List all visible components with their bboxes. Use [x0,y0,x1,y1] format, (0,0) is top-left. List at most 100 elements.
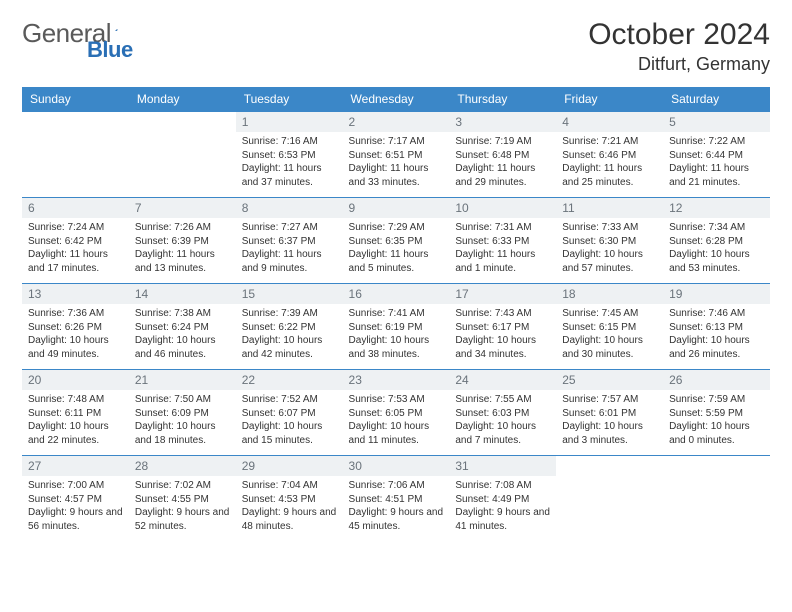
sunrise-text: Sunrise: 7:55 AM [455,393,550,407]
sunset-text: Sunset: 6:03 PM [455,407,550,421]
day-cell: 31Sunrise: 7:08 AMSunset: 4:49 PMDayligh… [449,456,556,542]
day-content: Sunrise: 7:04 AMSunset: 4:53 PMDaylight:… [236,476,343,541]
sunset-text: Sunset: 6:53 PM [242,149,337,163]
day-content: Sunrise: 7:17 AMSunset: 6:51 PMDaylight:… [343,132,450,197]
month-title: October 2024 [588,18,770,52]
day-cell: 26Sunrise: 7:59 AMSunset: 5:59 PMDayligh… [663,370,770,456]
day-content: Sunrise: 7:43 AMSunset: 6:17 PMDaylight:… [449,304,556,369]
calendar-table: SundayMondayTuesdayWednesdayThursdayFrid… [22,87,770,541]
day-number: 17 [449,284,556,304]
day-number: 11 [556,198,663,218]
sunrise-text: Sunrise: 7:38 AM [135,307,230,321]
sunrise-text: Sunrise: 7:02 AM [135,479,230,493]
day-content: Sunrise: 7:33 AMSunset: 6:30 PMDaylight:… [556,218,663,283]
day-content: Sunrise: 7:52 AMSunset: 6:07 PMDaylight:… [236,390,343,455]
day-number: 25 [556,370,663,390]
day-header-wednesday: Wednesday [343,87,450,112]
location: Ditfurt, Germany [588,54,770,75]
day-number: 3 [449,112,556,132]
day-content: Sunrise: 7:53 AMSunset: 6:05 PMDaylight:… [343,390,450,455]
sunset-text: Sunset: 6:33 PM [455,235,550,249]
day-number: 21 [129,370,236,390]
sunrise-text: Sunrise: 7:57 AM [562,393,657,407]
day-content: Sunrise: 7:24 AMSunset: 6:42 PMDaylight:… [22,218,129,283]
day-content: Sunrise: 7:34 AMSunset: 6:28 PMDaylight:… [663,218,770,283]
empty-cell [663,456,770,542]
sunset-text: Sunset: 4:57 PM [28,493,123,507]
sunset-text: Sunset: 6:05 PM [349,407,444,421]
sunrise-text: Sunrise: 7:33 AM [562,221,657,235]
day-cell: 28Sunrise: 7:02 AMSunset: 4:55 PMDayligh… [129,456,236,542]
day-number: 18 [556,284,663,304]
day-number: 15 [236,284,343,304]
sunrise-text: Sunrise: 7:04 AM [242,479,337,493]
day-content: Sunrise: 7:41 AMSunset: 6:19 PMDaylight:… [343,304,450,369]
sunset-text: Sunset: 6:07 PM [242,407,337,421]
sunset-text: Sunset: 6:35 PM [349,235,444,249]
week-row: 1Sunrise: 7:16 AMSunset: 6:53 PMDaylight… [22,112,770,198]
day-header-tuesday: Tuesday [236,87,343,112]
sunset-text: Sunset: 6:44 PM [669,149,764,163]
week-row: 6Sunrise: 7:24 AMSunset: 6:42 PMDaylight… [22,198,770,284]
daylight-text: Daylight: 10 hours and 3 minutes. [562,420,657,447]
day-cell: 7Sunrise: 7:26 AMSunset: 6:39 PMDaylight… [129,198,236,284]
day-content: Sunrise: 7:48 AMSunset: 6:11 PMDaylight:… [22,390,129,455]
day-content: Sunrise: 7:36 AMSunset: 6:26 PMDaylight:… [22,304,129,369]
day-number: 19 [663,284,770,304]
day-cell: 11Sunrise: 7:33 AMSunset: 6:30 PMDayligh… [556,198,663,284]
day-number: 7 [129,198,236,218]
week-row: 27Sunrise: 7:00 AMSunset: 4:57 PMDayligh… [22,456,770,542]
daylight-text: Daylight: 10 hours and 26 minutes. [669,334,764,361]
day-number: 12 [663,198,770,218]
sunset-text: Sunset: 6:51 PM [349,149,444,163]
day-content: Sunrise: 7:50 AMSunset: 6:09 PMDaylight:… [129,390,236,455]
daylight-text: Daylight: 10 hours and 22 minutes. [28,420,123,447]
daylight-text: Daylight: 10 hours and 34 minutes. [455,334,550,361]
day-content: Sunrise: 7:57 AMSunset: 6:01 PMDaylight:… [556,390,663,455]
sunset-text: Sunset: 6:30 PM [562,235,657,249]
sunset-text: Sunset: 6:19 PM [349,321,444,335]
day-cell: 1Sunrise: 7:16 AMSunset: 6:53 PMDaylight… [236,112,343,198]
day-content: Sunrise: 7:08 AMSunset: 4:49 PMDaylight:… [449,476,556,541]
day-content: Sunrise: 7:22 AMSunset: 6:44 PMDaylight:… [663,132,770,197]
empty-cell [22,112,129,198]
sunrise-text: Sunrise: 7:00 AM [28,479,123,493]
day-number: 1 [236,112,343,132]
day-number: 16 [343,284,450,304]
sunrise-text: Sunrise: 7:06 AM [349,479,444,493]
sunset-text: Sunset: 4:53 PM [242,493,337,507]
daylight-text: Daylight: 10 hours and 7 minutes. [455,420,550,447]
sunset-text: Sunset: 6:28 PM [669,235,764,249]
sunrise-text: Sunrise: 7:31 AM [455,221,550,235]
day-cell: 15Sunrise: 7:39 AMSunset: 6:22 PMDayligh… [236,284,343,370]
day-cell: 13Sunrise: 7:36 AMSunset: 6:26 PMDayligh… [22,284,129,370]
daylight-text: Daylight: 11 hours and 1 minute. [455,248,550,275]
daylight-text: Daylight: 10 hours and 46 minutes. [135,334,230,361]
daylight-text: Daylight: 11 hours and 33 minutes. [349,162,444,189]
daylight-text: Daylight: 11 hours and 29 minutes. [455,162,550,189]
sunrise-text: Sunrise: 7:29 AM [349,221,444,235]
daylight-text: Daylight: 9 hours and 41 minutes. [455,506,550,533]
day-content: Sunrise: 7:45 AMSunset: 6:15 PMDaylight:… [556,304,663,369]
sunset-text: Sunset: 4:55 PM [135,493,230,507]
day-content: Sunrise: 7:21 AMSunset: 6:46 PMDaylight:… [556,132,663,197]
day-number: 20 [22,370,129,390]
sunset-text: Sunset: 4:51 PM [349,493,444,507]
daylight-text: Daylight: 11 hours and 17 minutes. [28,248,123,275]
day-content: Sunrise: 7:38 AMSunset: 6:24 PMDaylight:… [129,304,236,369]
sunset-text: Sunset: 5:59 PM [669,407,764,421]
day-cell: 5Sunrise: 7:22 AMSunset: 6:44 PMDaylight… [663,112,770,198]
day-header-sunday: Sunday [22,87,129,112]
sunrise-text: Sunrise: 7:24 AM [28,221,123,235]
day-cell: 22Sunrise: 7:52 AMSunset: 6:07 PMDayligh… [236,370,343,456]
sunset-text: Sunset: 6:22 PM [242,321,337,335]
sunrise-text: Sunrise: 7:45 AM [562,307,657,321]
day-number: 13 [22,284,129,304]
sunrise-text: Sunrise: 7:27 AM [242,221,337,235]
sunset-text: Sunset: 6:24 PM [135,321,230,335]
day-number: 8 [236,198,343,218]
day-cell: 14Sunrise: 7:38 AMSunset: 6:24 PMDayligh… [129,284,236,370]
day-number: 31 [449,456,556,476]
week-row: 13Sunrise: 7:36 AMSunset: 6:26 PMDayligh… [22,284,770,370]
day-content: Sunrise: 7:19 AMSunset: 6:48 PMDaylight:… [449,132,556,197]
